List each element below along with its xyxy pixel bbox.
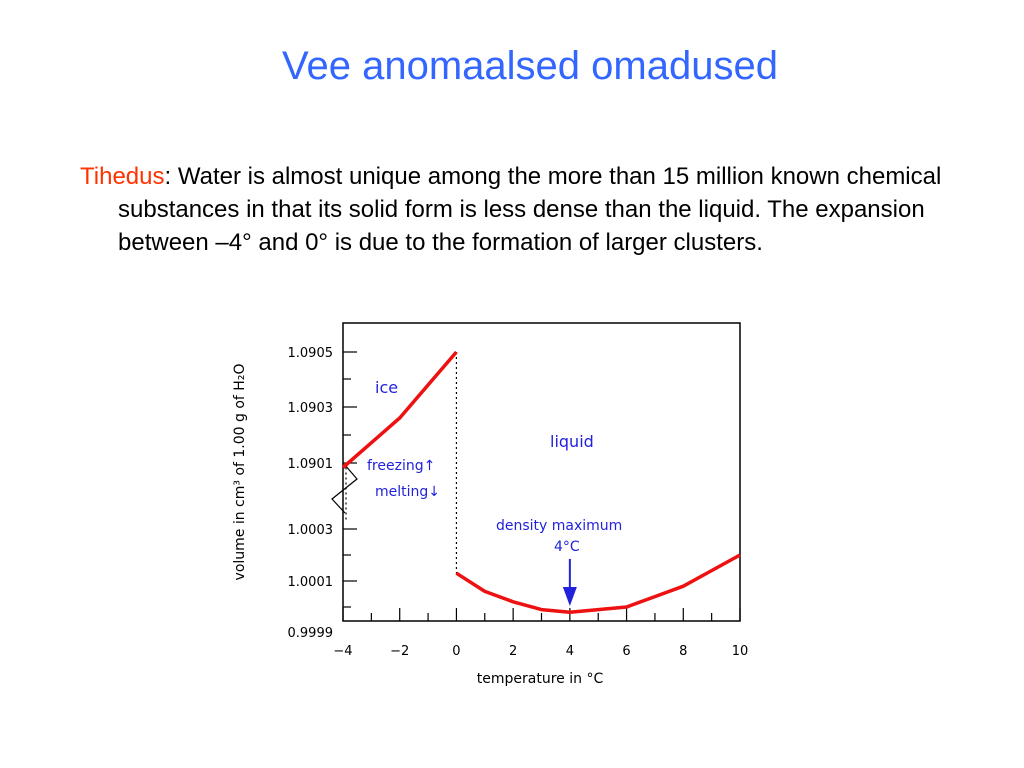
density-max-temp-label: 4°C: [554, 539, 580, 555]
y-tick-label: 1.0905: [288, 346, 334, 361]
slide-title: Vee anomaalsed omadused: [282, 44, 778, 88]
body-paragraph: Tihedus: Water is almost unique among th…: [80, 160, 978, 259]
x-tick-label: 8: [679, 644, 687, 659]
y-tick-label: 1.0003: [288, 523, 334, 538]
melting-label: melting↓: [375, 484, 440, 500]
body-text: Water is almost unique among the more th…: [118, 163, 942, 256]
axis-break-mark: [331, 464, 358, 514]
density-max-label: density maximum: [496, 518, 622, 534]
y-axis-title: volume in cm³ of 1.00 g of H₂O: [232, 364, 248, 581]
x-tick-label: 0: [452, 644, 460, 659]
term-label: Tihedus: [80, 163, 165, 190]
freezing-label: freezing↑: [367, 458, 435, 474]
x-tick-label: 4: [566, 644, 574, 659]
x-tick-label: 2: [509, 644, 517, 659]
volume-temperature-chart: 1.0905 1.0903 1.0901 1.0003 1.0001 0.9999 −4 −…: [232, 322, 749, 687]
y-tick-label: 1.0903: [288, 401, 334, 416]
y-tick-label: 1.0901: [288, 457, 334, 472]
x-tick-label: −4: [333, 644, 352, 659]
y-tick-label: 1.0001: [288, 575, 334, 590]
term-colon: :: [164, 163, 172, 190]
x-axis-title: temperature in °C: [477, 671, 604, 687]
x-tick-label: −2: [390, 644, 409, 659]
x-tick-label: 6: [622, 644, 630, 659]
density-max-arrow: [562, 559, 577, 606]
x-tick-label: 10: [732, 644, 749, 659]
liquid-label: liquid: [550, 432, 594, 451]
y-tick-label: 0.9999: [288, 626, 334, 641]
liquid-series-line: [455, 553, 741, 614]
ice-series-line: [341, 350, 458, 469]
ice-label: ice: [375, 378, 398, 397]
